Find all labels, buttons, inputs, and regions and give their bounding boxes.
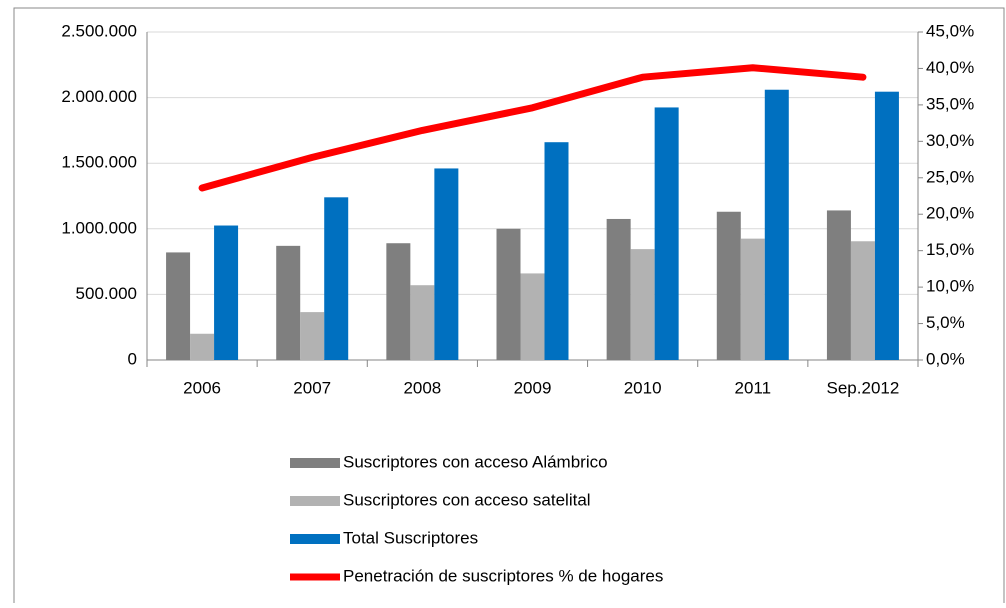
y-tick-label: 2.500.000 bbox=[61, 21, 137, 40]
y2-tick-label: 15,0% bbox=[926, 240, 974, 259]
bar bbox=[544, 142, 569, 360]
bar bbox=[410, 285, 435, 360]
y2-tick-label: 10,0% bbox=[926, 277, 974, 296]
y-tick-label: 1.000.000 bbox=[61, 218, 137, 237]
bar bbox=[606, 218, 631, 360]
y-tick-label: 2.000.000 bbox=[61, 87, 137, 106]
bar bbox=[214, 225, 239, 360]
line bbox=[198, 64, 867, 192]
x-tick-label: 2011 bbox=[735, 378, 772, 397]
legend-swatch bbox=[290, 496, 340, 506]
bar bbox=[496, 228, 521, 360]
x-tick-label: 2006 bbox=[183, 378, 221, 397]
bar bbox=[434, 168, 459, 360]
bar bbox=[166, 252, 191, 360]
legend-swatch bbox=[290, 458, 340, 468]
bar bbox=[654, 107, 679, 360]
bar bbox=[740, 238, 765, 360]
x-tick-label: Sep.2012 bbox=[827, 378, 900, 397]
bar bbox=[300, 312, 325, 360]
x-tick-label: 2008 bbox=[403, 378, 441, 397]
x-tick-label: 2009 bbox=[514, 378, 552, 397]
legend-label: Suscriptores con acceso satelital bbox=[343, 490, 591, 509]
y2-tick-label: 20,0% bbox=[926, 204, 974, 223]
legend-label: Penetración de suscriptores % de hogares bbox=[343, 566, 663, 585]
x-tick-label: 2010 bbox=[624, 378, 662, 397]
bar bbox=[276, 245, 301, 360]
bar bbox=[324, 197, 349, 360]
legend-label: Suscriptores con acceso Alámbrico bbox=[343, 452, 608, 471]
bar bbox=[764, 89, 789, 360]
bar bbox=[874, 91, 899, 361]
y-tick-label: 500.000 bbox=[76, 284, 137, 303]
bar bbox=[716, 211, 741, 360]
bar bbox=[190, 333, 215, 360]
y2-tick-label: 30,0% bbox=[926, 131, 974, 150]
bar bbox=[520, 273, 545, 360]
y2-tick-label: 25,0% bbox=[926, 167, 974, 186]
bar bbox=[386, 243, 411, 360]
x-tick-label: 2007 bbox=[293, 378, 331, 397]
y2-tick-label: 40,0% bbox=[926, 58, 974, 77]
y-tick-label: 0 bbox=[128, 349, 137, 368]
y-tick-label: 1.500.000 bbox=[61, 153, 137, 172]
y2-tick-label: 0,0% bbox=[926, 349, 965, 368]
legend-label: Total Suscriptores bbox=[343, 528, 478, 547]
bar bbox=[630, 249, 655, 360]
bar bbox=[826, 210, 851, 360]
bar bbox=[850, 241, 875, 360]
y2-tick-label: 45,0% bbox=[926, 21, 974, 40]
y2-tick-label: 35,0% bbox=[926, 94, 974, 113]
legend-swatch bbox=[290, 534, 340, 544]
y2-tick-label: 5,0% bbox=[926, 313, 965, 332]
